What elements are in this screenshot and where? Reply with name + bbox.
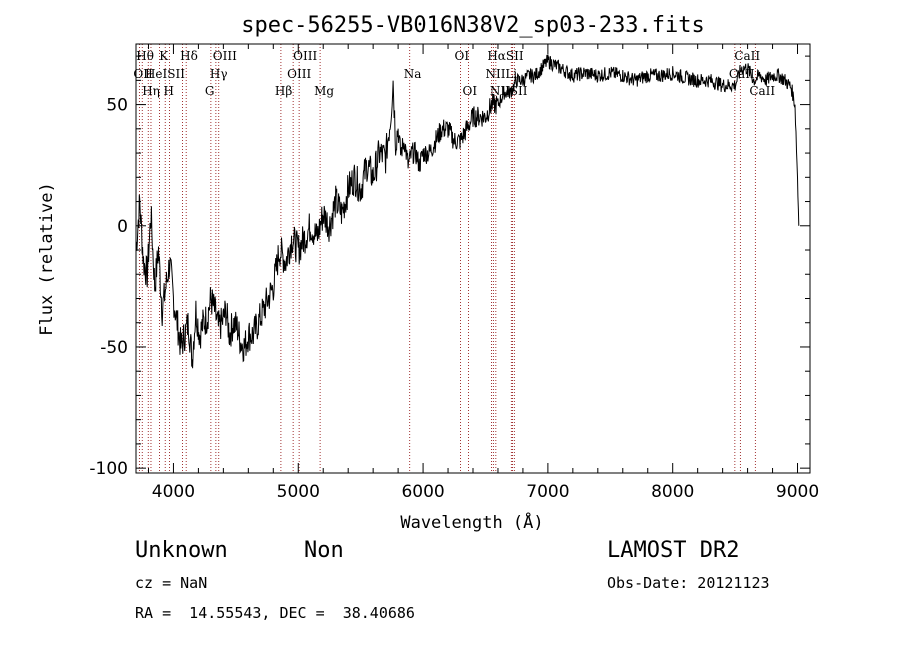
line-label: Hθ (136, 49, 154, 63)
line-label: OI (455, 49, 470, 63)
x-tick-label: 7000 (526, 482, 569, 502)
axis-ticks: 4000 5000 6000 7000 8000 9000 -100 -50 0 50 (89, 44, 819, 502)
line-label: Mg (314, 84, 334, 98)
line-label: Hη (142, 84, 160, 98)
x-axis-label: Wavelength (Å) (400, 511, 543, 533)
line-markers (138, 44, 756, 473)
spectrum-line (135, 54, 800, 369)
line-label: Hβ (275, 84, 292, 98)
y-tick-label: 50 (106, 96, 128, 116)
y-tick-label: -100 (89, 459, 128, 479)
spectral-subclass: Non (304, 538, 344, 563)
obs-date: Obs-Date: 20121123 (607, 574, 770, 592)
x-tick-label: 9000 (776, 482, 819, 502)
line-label: OI (463, 84, 478, 98)
line-label: HeISII (145, 67, 185, 81)
line-label: OIII (293, 49, 317, 63)
ra-dec: RA = 14.55543, DEC = 38.40686 (135, 604, 415, 622)
line-label: OIII (213, 49, 237, 63)
y-tick-label: -50 (100, 338, 128, 358)
line-label: CaII (734, 49, 760, 63)
redshift-cz: cz = NaN (135, 574, 208, 592)
y-axis-label: Flux (relative) (37, 182, 57, 336)
line-label: OIII (287, 67, 311, 81)
line-label: CaII (749, 84, 775, 98)
x-tick-label: 6000 (401, 482, 444, 502)
line-label: OII (133, 67, 153, 81)
line-label: Hγ (210, 67, 228, 81)
line-label: HαSII (487, 49, 524, 63)
line-label: G (205, 84, 215, 98)
survey-name: LAMOST DR2 (607, 538, 740, 563)
x-tick-label: 8000 (651, 482, 694, 502)
y-tick-label: 0 (117, 217, 128, 237)
spectral-class: Unknown (135, 538, 228, 563)
line-label: K (159, 49, 169, 63)
x-tick-label: 4000 (152, 482, 195, 502)
x-tick-label: 5000 (277, 482, 320, 502)
line-label: Li (505, 67, 517, 81)
chart-title: spec-56255-VB016N38V2_sp03-233.fits (241, 13, 705, 38)
line-label: Hδ (180, 49, 198, 63)
line-label: NII (485, 67, 505, 81)
line-label: Na (404, 67, 422, 81)
line-label: H (163, 84, 173, 98)
